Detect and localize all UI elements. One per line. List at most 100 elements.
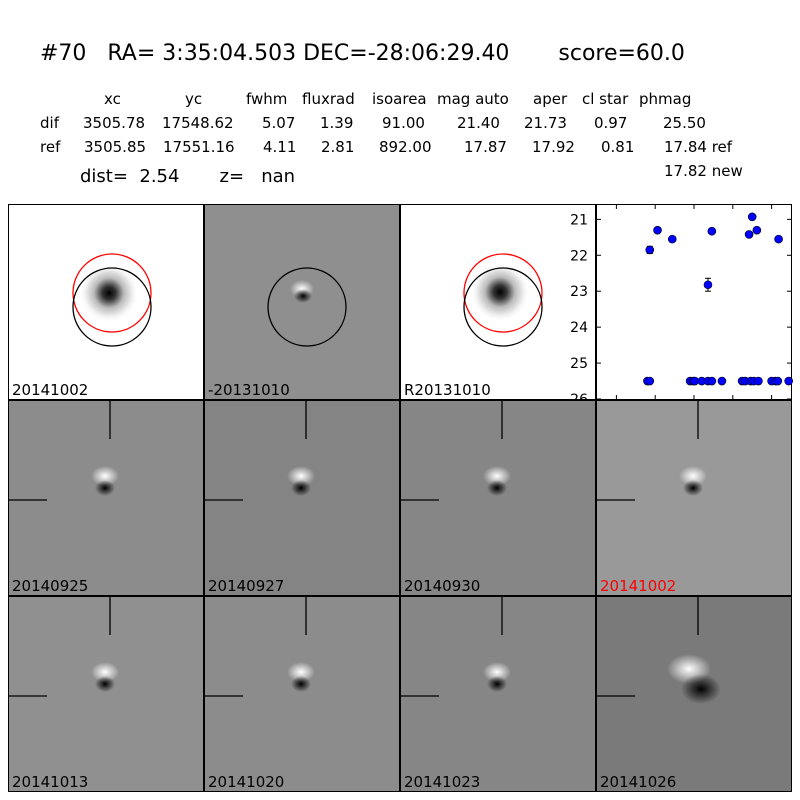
detection-point (653, 225, 662, 235)
aperture-circle-black (463, 267, 543, 347)
cell-xc: 3505.78 (83, 114, 146, 132)
cell-isoarea: 892.00 (379, 138, 432, 156)
col-header-xc: xc (104, 90, 121, 108)
stamp-label: 20141020 (208, 773, 285, 791)
negative-residual (294, 289, 312, 303)
upper-limit-point (754, 376, 763, 386)
stamp-label: 20141002 (600, 577, 677, 595)
cell-cl-star: 0.81 (601, 138, 635, 156)
positive-residual (287, 662, 315, 682)
stamp-image (597, 401, 707, 501)
detection-point (667, 234, 677, 244)
positive-residual (287, 466, 315, 486)
col-header-mag-auto: mag auto (437, 90, 509, 108)
cell-fluxrad: 2.81 (321, 138, 355, 156)
source-blob (79, 263, 139, 323)
negative-residual (487, 480, 507, 496)
col-header-fwhm: fwhm (246, 90, 288, 108)
diff-image (267, 267, 347, 347)
upper-limit-point (784, 376, 793, 386)
panel-label: 20141002 (12, 381, 89, 399)
detection-point (774, 234, 783, 244)
stamp-label: 20140930 (404, 577, 481, 595)
cell-fluxrad: 1.39 (320, 114, 354, 132)
stamp-label: 20140927 (208, 577, 285, 595)
col-header-phmag: phmag (639, 90, 692, 108)
negative-residual (683, 480, 703, 496)
positive-residual (679, 466, 707, 486)
upper-limit-point (697, 376, 707, 386)
diff-image-panel: -20131010 (204, 204, 400, 400)
detection-point (744, 230, 754, 239)
stamp-image (401, 597, 511, 697)
negative-residual (95, 480, 115, 496)
upper-limit-point (717, 376, 727, 386)
stamp-label: 20141023 (404, 773, 481, 791)
stamp-image (205, 401, 315, 501)
col-header-yc: yc (185, 90, 203, 108)
stamp-image (401, 401, 511, 501)
positive-residual (483, 466, 511, 486)
page-title: #70 RA= 3:35:04.503 DEC=-28:06:29.40 sco… (40, 41, 685, 66)
cell-phmag: 25.50 (663, 114, 706, 132)
cell-mag-auto: 17.87 (464, 138, 507, 156)
cell-yc: 17548.62 (162, 114, 234, 132)
row-label: dif (40, 114, 59, 132)
aperture-circle-black (72, 267, 152, 347)
stamp-panel: 20141026 (596, 596, 792, 792)
stamp-label: 20141013 (12, 773, 89, 791)
stamp-label: 20141026 (600, 773, 677, 791)
stamp-panel: 20141013 (8, 596, 204, 792)
cell-xc: 3505.85 (84, 138, 147, 156)
cell-yc: 17551.16 (163, 138, 235, 156)
stamp-panel: 20141020 (204, 596, 400, 792)
negative-residual (291, 480, 311, 496)
aperture-circle-red (72, 253, 152, 333)
ref-image (72, 253, 152, 347)
stamp-panel: 20141002 (596, 400, 792, 596)
cell-aper: 21.73 (524, 114, 567, 132)
positive-residual (91, 466, 119, 486)
positive-residual (483, 662, 511, 682)
stamp-image (205, 597, 315, 697)
upper-limit-point (707, 376, 717, 386)
aperture-circle-black (267, 267, 347, 347)
stamp-label: 20140925 (12, 577, 89, 595)
light-curve-chart (596, 204, 793, 400)
ref-template-panel: R20131010 (400, 204, 596, 400)
dist-line: dist= 2.54 z= nan (80, 166, 296, 187)
negative-residual (291, 676, 311, 692)
col-header-aper: aper (533, 90, 568, 108)
source-blob (470, 262, 530, 322)
cell-phmag: 17.84 ref (664, 138, 733, 156)
stamp-panel: 20140927 (204, 400, 400, 596)
stamp-image (9, 401, 119, 501)
cell-cl-star: 0.97 (594, 114, 628, 132)
detection-point (645, 245, 655, 255)
negative-residual (95, 676, 115, 692)
cell-aper: 17.92 (532, 138, 575, 156)
col-header-isoarea: isoarea (372, 90, 427, 108)
row-label: ref (40, 138, 61, 156)
stamp-panel: 20140925 (8, 400, 204, 596)
stamp-panel: 20141023 (400, 596, 596, 792)
panel-label: R20131010 (404, 381, 491, 399)
stamp-panel: 20140930 (400, 400, 596, 596)
aperture-circle-red (463, 253, 543, 333)
light-curve-plot (597, 205, 793, 400)
stamp-image (597, 597, 721, 704)
col-header-fluxrad: fluxrad (302, 90, 355, 108)
cell-fwhm: 5.07 (262, 114, 296, 132)
ref-template-image (463, 253, 543, 347)
detection-point (752, 225, 762, 235)
positive-residual (91, 662, 119, 682)
cell-mag-auto: 21.40 (457, 114, 500, 132)
negative-residual (681, 674, 721, 704)
detection-point (747, 212, 757, 222)
upper-limit-point (645, 376, 655, 386)
cell-isoarea: 91.00 (382, 114, 425, 132)
upper-limit-point (773, 376, 783, 386)
stamp-image (9, 597, 119, 697)
ref-image-panel: 20141002 (8, 204, 204, 400)
panel-label: -20131010 (208, 381, 290, 399)
